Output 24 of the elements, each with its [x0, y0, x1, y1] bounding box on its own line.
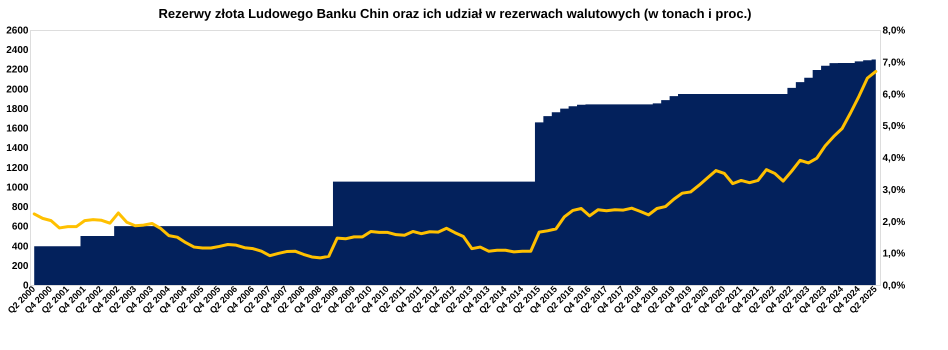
- y-tick-label: 200: [12, 260, 29, 272]
- y-tick-label: 2400: [6, 45, 29, 56]
- y2-tick-label: 8,0%: [882, 26, 906, 36]
- line-series: [32, 70, 878, 260]
- y2-tick-label: 0,0%: [882, 280, 906, 292]
- y-tick-label: 800: [12, 202, 29, 214]
- y-tick-label: 2200: [6, 64, 29, 76]
- y-tick-label: 1600: [6, 124, 29, 135]
- y2-tick-label: 2,0%: [882, 216, 906, 228]
- y-tick-label: 1400: [6, 143, 29, 154]
- y2-tick-label: 5,0%: [882, 121, 906, 132]
- y2-tick-label: 6,0%: [882, 89, 906, 100]
- y2-tick-label: 7,0%: [882, 57, 906, 68]
- y-tick-label: 2600: [6, 26, 29, 36]
- y2-tick-label: 4,0%: [882, 153, 906, 164]
- y-tick-label: 2000: [6, 84, 29, 96]
- y-tick-label: 1200: [6, 162, 29, 174]
- y2-tick-label: 3,0%: [882, 184, 906, 196]
- y-tick-label: 1800: [6, 104, 29, 115]
- y-tick-label: 400: [12, 241, 29, 252]
- y2-tick-label: 1,0%: [882, 248, 906, 260]
- y-tick-label: 600: [12, 222, 29, 233]
- y-tick-label: 1000: [6, 182, 29, 194]
- chart-title: Rezerwy złota Ludowego Banku Chin oraz ich udział w rezerwach walutowych (w tonach i proc.): [158, 6, 752, 21]
